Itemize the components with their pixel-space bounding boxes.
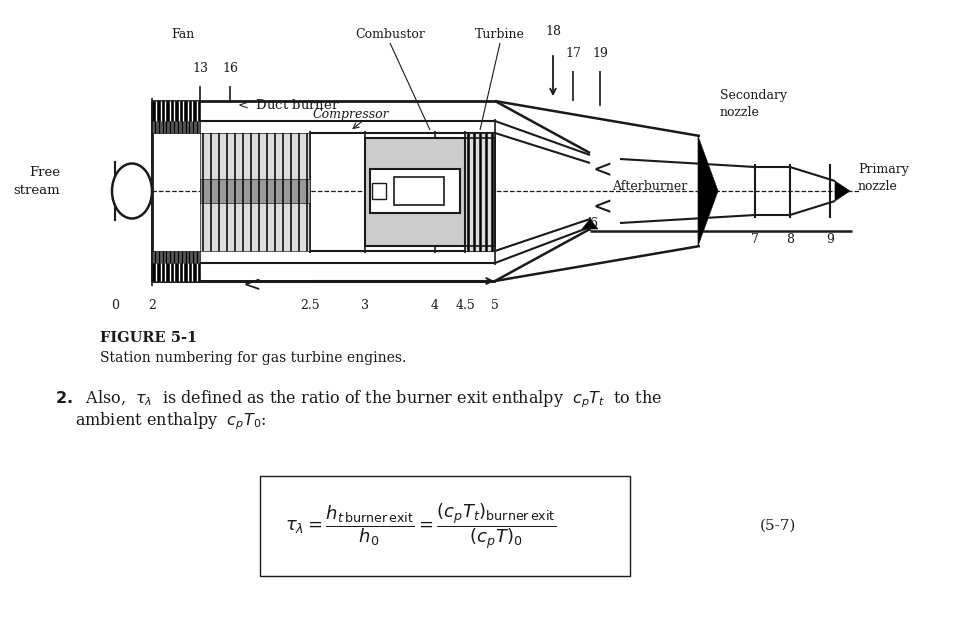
- Text: 17: 17: [565, 47, 581, 60]
- Text: Station numbering for gas turbine engines.: Station numbering for gas turbine engine…: [100, 351, 407, 365]
- Text: $<$ Duct burner: $<$ Duct burner: [235, 98, 340, 112]
- Text: $<$: $<$: [588, 157, 611, 181]
- Text: 4.5: 4.5: [455, 299, 475, 312]
- Polygon shape: [152, 251, 200, 263]
- Text: FIGURE 5-1: FIGURE 5-1: [100, 331, 197, 345]
- Text: Compressor: Compressor: [313, 108, 389, 121]
- Text: Combustor: Combustor: [355, 28, 425, 41]
- Text: 5: 5: [491, 299, 498, 312]
- Text: 9: 9: [826, 233, 834, 246]
- Text: 18: 18: [545, 25, 561, 38]
- Text: nozzle: nozzle: [720, 106, 760, 120]
- Polygon shape: [698, 136, 718, 246]
- Text: ambient enthalpy  $c_p T_0$:: ambient enthalpy $c_p T_0$:: [75, 410, 267, 432]
- Text: 3: 3: [361, 299, 369, 312]
- Text: 16: 16: [222, 62, 238, 75]
- Text: 8: 8: [786, 233, 794, 246]
- Text: 0: 0: [111, 299, 119, 312]
- Bar: [365, 138, 465, 246]
- Polygon shape: [200, 179, 310, 203]
- Polygon shape: [835, 181, 850, 201]
- Bar: [365, 138, 465, 246]
- Polygon shape: [152, 263, 200, 281]
- Text: 13: 13: [192, 62, 208, 75]
- Polygon shape: [582, 219, 598, 229]
- Text: Afterburner: Afterburner: [612, 179, 687, 193]
- Polygon shape: [152, 101, 200, 121]
- Text: 7: 7: [751, 233, 759, 246]
- Text: Primary: Primary: [858, 163, 909, 176]
- Text: Secondary: Secondary: [720, 90, 787, 102]
- Text: 2.5: 2.5: [300, 299, 320, 312]
- Text: $\tau_\lambda = \dfrac{h_{t\,\mathrm{burner\,exit}}}{h_0} = \dfrac{(c_p T_t)_{\m: $\tau_\lambda = \dfrac{h_{t\,\mathrm{bur…: [285, 501, 556, 551]
- Text: 19: 19: [592, 47, 608, 60]
- Text: $\mathbf{2.}$  Also,  $\tau_\lambda$  is defined as the ratio of the burner exit: $\mathbf{2.}$ Also, $\tau_\lambda$ is de…: [55, 388, 662, 410]
- Text: (5-7): (5-7): [760, 519, 796, 533]
- Polygon shape: [200, 133, 310, 251]
- Text: 6: 6: [589, 217, 597, 230]
- Text: 4: 4: [431, 299, 439, 312]
- Text: Fan: Fan: [172, 28, 195, 41]
- Text: Free: Free: [29, 167, 60, 179]
- Text: $<$: $<$: [238, 274, 261, 296]
- Bar: [465, 138, 495, 246]
- Bar: [394, 177, 443, 205]
- Text: nozzle: nozzle: [858, 179, 897, 193]
- Bar: [370, 169, 460, 213]
- Bar: [372, 183, 385, 198]
- Ellipse shape: [112, 163, 152, 219]
- Polygon shape: [152, 121, 200, 133]
- Text: 2: 2: [148, 299, 156, 312]
- Text: stream: stream: [14, 184, 60, 197]
- Text: Turbine: Turbine: [475, 28, 525, 41]
- Polygon shape: [465, 133, 495, 251]
- Text: $<$: $<$: [588, 194, 611, 218]
- Bar: [260, 476, 630, 576]
